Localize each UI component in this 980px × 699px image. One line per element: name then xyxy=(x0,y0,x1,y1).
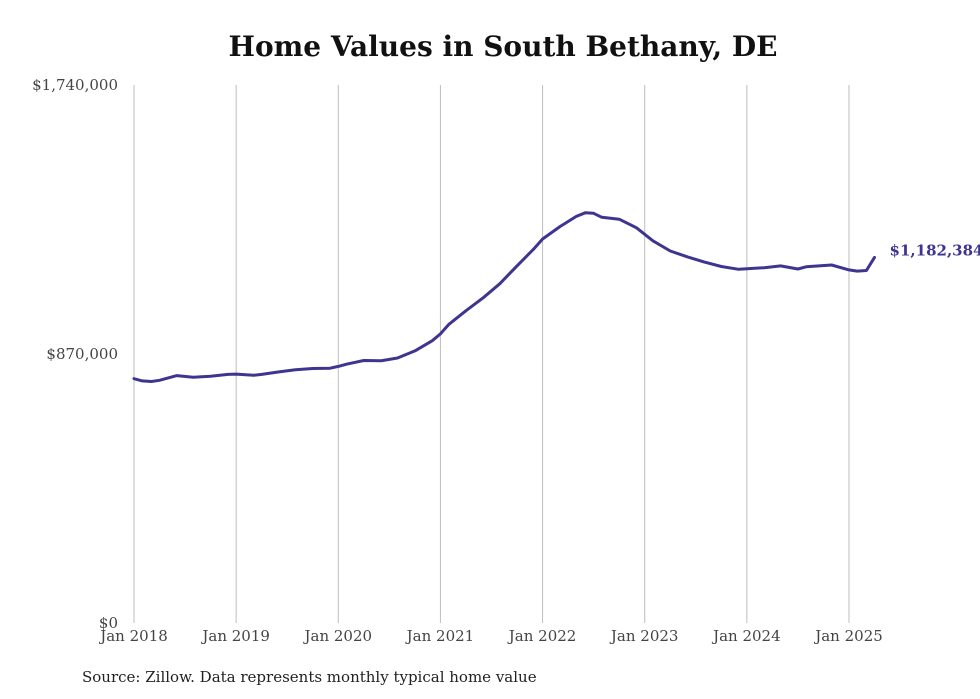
y-tick-label: $870,000 xyxy=(46,345,118,363)
end-value-label: $1,182,384 xyxy=(890,241,980,259)
series-layer xyxy=(132,211,876,383)
x-tick-label: Jan 2020 xyxy=(303,627,373,645)
x-tick-label: Jan 2025 xyxy=(813,627,883,645)
end-label-layer: $1,182,384 xyxy=(890,241,980,259)
x-tick-label: Jan 2019 xyxy=(200,627,270,645)
series-line-0 xyxy=(132,211,876,383)
y-tick-label: $0 xyxy=(99,614,118,632)
x-axis: Jan 2018 Jan 2019 Jan 2020 Jan 2021 Jan 2022… xyxy=(98,627,883,645)
x-tick-label: Jan 2024 xyxy=(711,627,781,645)
grid-layer xyxy=(133,85,850,623)
chart-title: Home Values in South Bethany, DE xyxy=(228,30,778,63)
source-note: Source: Zillow. Data represents monthly … xyxy=(82,668,537,686)
x-tick-label: Jan 2023 xyxy=(609,627,679,645)
y-axis: $0 $870,000 $1,740,000 xyxy=(32,76,118,632)
x-tick-label: Jan 2021 xyxy=(405,627,475,645)
x-tick-label: Jan 2018 xyxy=(98,627,168,645)
x-tick-label: Jan 2022 xyxy=(507,627,577,645)
y-tick-label: $1,740,000 xyxy=(32,76,118,94)
